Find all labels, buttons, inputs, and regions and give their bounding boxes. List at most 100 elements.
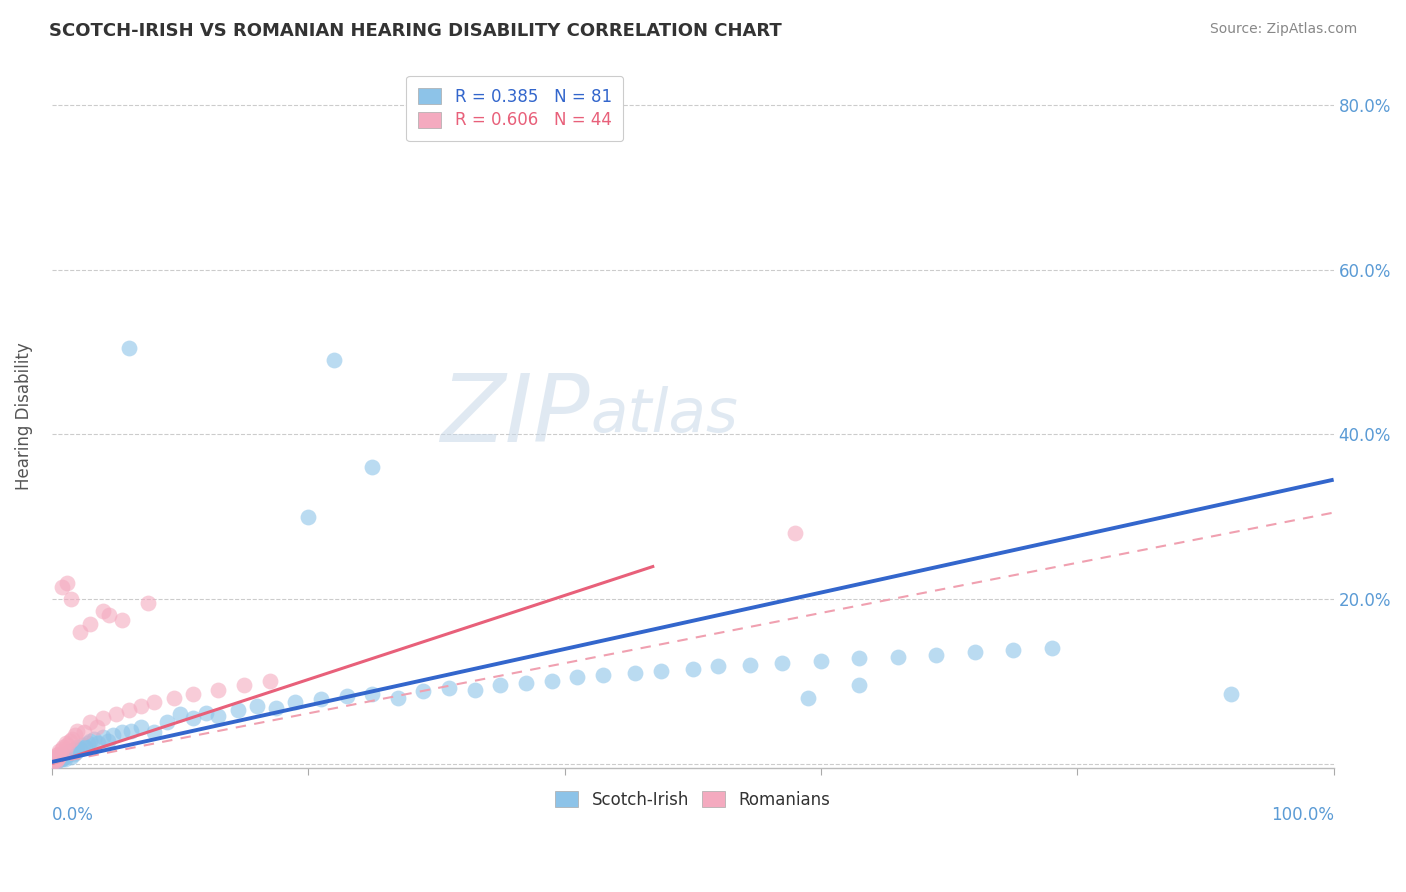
Point: [848, 678, 870, 692]
Point: [1040, 641, 1063, 656]
Point: [51, 580, 73, 594]
Point: [707, 659, 730, 673]
Point: [79, 616, 101, 631]
Point: [464, 682, 486, 697]
Point: [53, 744, 76, 758]
Point: [156, 715, 179, 730]
Point: [143, 725, 166, 739]
Point: [83, 731, 105, 746]
Point: [45, 754, 67, 768]
Point: [740, 657, 762, 672]
Y-axis label: Hearing Disability: Hearing Disability: [15, 342, 32, 490]
Point: [66, 723, 89, 738]
Point: [55, 736, 77, 750]
Point: [69, 741, 91, 756]
Point: [44, 753, 66, 767]
Point: [46, 747, 69, 761]
Point: [75, 740, 97, 755]
Point: [91, 731, 114, 745]
Point: [51, 752, 73, 766]
Text: ZIP: ZIP: [440, 370, 591, 461]
Point: [181, 687, 204, 701]
Point: [79, 715, 101, 730]
Point: [297, 509, 319, 524]
Point: [259, 674, 281, 689]
Point: [925, 648, 948, 662]
Point: [59, 733, 82, 747]
Point: [797, 690, 820, 705]
Point: [60, 745, 83, 759]
Text: atlas: atlas: [591, 386, 738, 445]
Point: [226, 703, 249, 717]
Point: [45, 748, 67, 763]
Point: [59, 744, 82, 758]
Point: [49, 747, 72, 761]
Point: [361, 460, 384, 475]
Point: [361, 687, 384, 701]
Point: [233, 678, 256, 692]
Point: [44, 752, 66, 766]
Point: [45, 753, 67, 767]
Point: [848, 651, 870, 665]
Point: [169, 707, 191, 722]
Point: [69, 624, 91, 639]
Point: [56, 575, 79, 590]
Point: [97, 733, 120, 747]
Point: [770, 656, 793, 670]
Point: [45, 754, 67, 768]
Point: [52, 747, 75, 762]
Point: [118, 341, 141, 355]
Point: [322, 353, 344, 368]
Point: [46, 751, 69, 765]
Point: [120, 723, 142, 738]
Point: [55, 749, 77, 764]
Point: [336, 689, 359, 703]
Point: [76, 736, 98, 750]
Point: [136, 596, 159, 610]
Point: [131, 698, 153, 713]
Point: [118, 703, 141, 717]
Point: [52, 751, 75, 765]
Point: [72, 739, 94, 753]
Point: [53, 747, 76, 761]
Point: [52, 740, 75, 755]
Point: [104, 707, 127, 722]
Text: 100.0%: 100.0%: [1271, 806, 1334, 824]
Point: [60, 731, 83, 746]
Point: [143, 695, 166, 709]
Point: [887, 649, 910, 664]
Point: [48, 750, 70, 764]
Point: [51, 748, 73, 763]
Point: [58, 747, 80, 761]
Point: [63, 741, 86, 756]
Point: [111, 725, 134, 739]
Point: [59, 750, 82, 764]
Point: [86, 720, 108, 734]
Point: [42, 755, 65, 769]
Point: [131, 720, 153, 734]
Point: [53, 752, 76, 766]
Text: SCOTCH-IRISH VS ROMANIAN HEARING DISABILITY CORRELATION CHART: SCOTCH-IRISH VS ROMANIAN HEARING DISABIL…: [49, 22, 782, 40]
Point: [111, 613, 134, 627]
Point: [963, 645, 986, 659]
Point: [785, 526, 807, 541]
Point: [810, 654, 832, 668]
Point: [66, 740, 89, 755]
Point: [264, 700, 287, 714]
Point: [624, 666, 647, 681]
Point: [162, 690, 184, 705]
Point: [682, 662, 704, 676]
Point: [56, 748, 79, 763]
Point: [412, 684, 434, 698]
Point: [540, 674, 562, 689]
Point: [194, 706, 217, 720]
Point: [181, 711, 204, 725]
Point: [437, 681, 460, 695]
Point: [59, 592, 82, 607]
Point: [46, 751, 69, 765]
Text: Source: ZipAtlas.com: Source: ZipAtlas.com: [1209, 22, 1357, 37]
Point: [592, 667, 614, 681]
Point: [44, 755, 66, 769]
Point: [45, 752, 67, 766]
Point: [387, 690, 409, 705]
